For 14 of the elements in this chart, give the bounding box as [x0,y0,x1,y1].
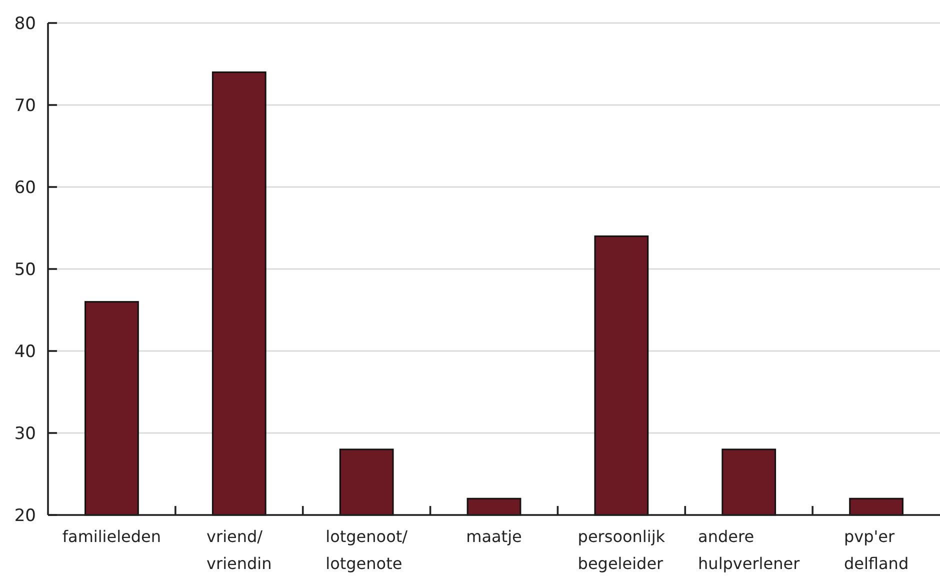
x-tick-label: maatje [466,527,522,546]
y-tick-label: 40 [14,342,36,362]
x-tick-label: lotgenoot/ lotgenote [326,527,408,573]
y-tick-label: 70 [14,96,36,116]
y-tick-label: 60 [14,178,36,198]
x-tick-label: vriend/ vriendin [206,527,272,573]
y-tick-label: 80 [14,14,36,34]
x-tick-label: pvp'er delfland [844,527,909,573]
x-tick-label: andere hulpverlener [698,527,800,573]
y-tick-label: 50 [14,260,36,280]
y-tick-label: 20 [14,506,36,526]
x-tick-label: persoonlijk begeleider [578,527,666,573]
x-tick-label: familieleden [62,527,162,546]
y-tick-label: 30 [14,424,36,444]
